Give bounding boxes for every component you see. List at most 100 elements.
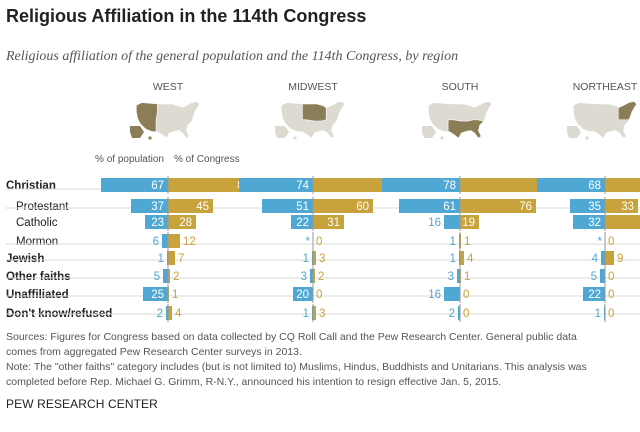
hawaii-inset	[148, 136, 152, 140]
congress-value-label: 1	[464, 271, 470, 283]
bar-congress	[168, 306, 172, 320]
bar-congress	[460, 251, 464, 265]
bar-congress	[460, 178, 556, 192]
congress-value-label: 31	[327, 217, 340, 229]
bar-population	[239, 178, 313, 192]
bar-congress	[168, 269, 170, 283]
note-line: comes from aggregated Pew Research Cente…	[6, 346, 302, 358]
bar-population	[382, 178, 460, 192]
bar-congress	[313, 306, 316, 320]
population-value-label: 68	[588, 180, 601, 192]
population-value-label: 5	[591, 271, 597, 283]
bar-congress	[605, 178, 640, 192]
row-label: Protestant	[16, 201, 69, 213]
bar-population	[601, 251, 605, 265]
congress-value-label: 1	[172, 289, 178, 301]
row-label: Christian	[6, 180, 56, 192]
bar-congress	[605, 251, 614, 265]
bar-congress	[460, 199, 536, 213]
population-value-label: 2	[157, 308, 163, 320]
legend-congress: % of Congress	[174, 154, 240, 165]
population-value-label: 22	[588, 289, 601, 301]
region-label: SOUTH	[442, 81, 479, 93]
congress-value-label: 9	[617, 253, 623, 265]
bar-congress	[168, 251, 175, 265]
bar-population	[166, 306, 168, 320]
population-value-label: *	[598, 236, 603, 248]
congress-value-label: 0	[608, 236, 614, 248]
congress-value-label: 12	[183, 236, 196, 248]
bar-congress	[313, 269, 315, 283]
bar-congress	[168, 178, 254, 192]
congress-value-label: 1	[464, 236, 470, 248]
bar-population	[131, 199, 168, 213]
bar-congress	[313, 215, 344, 229]
population-value-label: 32	[588, 217, 601, 229]
notes: Sources: Figures for Congress based on d…	[6, 330, 634, 390]
bar-population	[310, 269, 313, 283]
population-value-label: 74	[296, 180, 309, 192]
population-value-label: 22	[296, 217, 309, 229]
population-value-label: 37	[151, 201, 164, 213]
alaska-inset	[275, 126, 289, 138]
bar-population	[293, 287, 313, 301]
alaska-inset	[422, 126, 436, 138]
population-value-label: 4	[592, 253, 599, 265]
chart-subtitle: Religious affiliation of the general pop…	[6, 49, 459, 64]
congress-value-label: 0	[463, 308, 469, 320]
alaska-inset	[567, 126, 581, 138]
population-value-label: 3	[448, 271, 454, 283]
bar-congress	[313, 199, 373, 213]
population-value-label: 1	[158, 253, 164, 265]
bar-population	[570, 199, 605, 213]
congress-value-label: 45	[196, 201, 209, 213]
population-value-label: 1	[450, 253, 456, 265]
region-panel: SOUTH78966176161911143116020	[382, 81, 556, 322]
bar-congress	[168, 215, 196, 229]
note-line: Sources: Figures for Congress based on d…	[6, 331, 577, 343]
bar-population	[457, 269, 460, 283]
congress-value-label: 28	[179, 217, 192, 229]
congress-value-label: 0	[608, 308, 614, 320]
congress-value-label: 0	[316, 289, 322, 301]
population-value-label: 35	[588, 201, 601, 213]
population-value-label: 20	[296, 289, 309, 301]
population-value-label: 78	[443, 180, 456, 192]
congress-value-label: 3	[319, 308, 325, 320]
note-line: Note: The "other faiths" category includ…	[6, 361, 587, 373]
legend-population: % of population	[95, 154, 164, 165]
congress-value-label: 4	[175, 308, 182, 320]
chart-title: Religious Affiliation in the 114th Congr…	[6, 6, 367, 26]
region-label: MIDWEST	[288, 81, 338, 93]
congress-value-label: 2	[318, 271, 324, 283]
population-value-label: 1	[595, 308, 601, 320]
bar-population	[291, 215, 313, 229]
population-value-label: *	[306, 236, 311, 248]
population-value-label: 25	[151, 289, 164, 301]
hawaii-inset	[293, 136, 297, 140]
population-value-label: 23	[151, 217, 164, 229]
population-value-label: 6	[153, 236, 159, 248]
region-label: WEST	[153, 81, 184, 93]
congress-value-label: 0	[608, 271, 614, 283]
population-value-label: 5	[154, 271, 160, 283]
note-line: completed before Rep. Michael G. Grimm, …	[6, 376, 502, 388]
hawaii-inset	[440, 136, 444, 140]
region-highlight	[136, 102, 158, 132]
population-value-label: 67	[151, 180, 164, 192]
bar-population	[163, 269, 168, 283]
bar-congress	[605, 199, 638, 213]
congress-value-label: 60	[356, 201, 369, 213]
bar-congress	[168, 199, 213, 213]
bar-population	[162, 234, 168, 248]
population-value-label: 1	[303, 308, 309, 320]
congress-value-label: 3	[319, 253, 325, 265]
row-label: Jewish	[6, 253, 44, 265]
population-value-label: 3	[301, 271, 307, 283]
row-label: Catholic	[16, 217, 58, 229]
congress-value-label: 4	[467, 253, 474, 265]
region-highlight	[617, 100, 638, 121]
bar-congress	[605, 215, 640, 229]
congress-value-label: 7	[178, 253, 184, 265]
